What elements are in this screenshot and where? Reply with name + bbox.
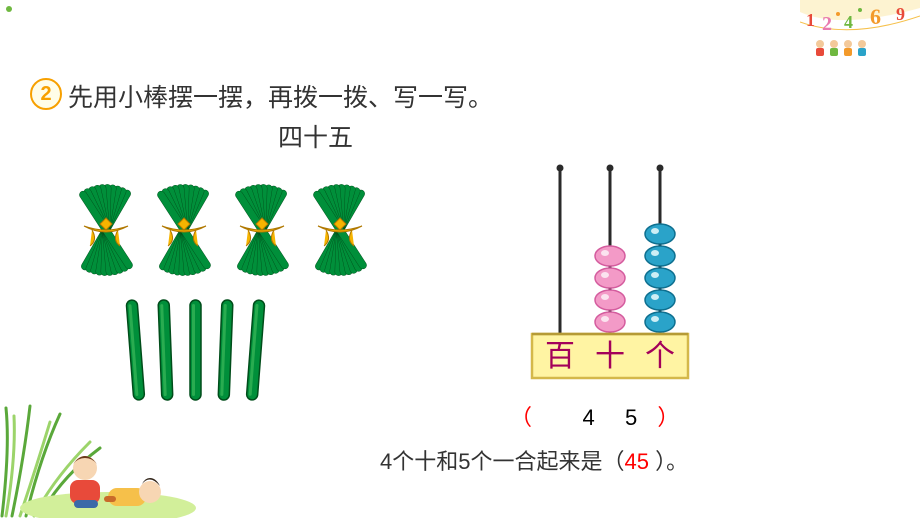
explain-phrase2: ）。 xyxy=(649,449,688,474)
explain-value: 45 xyxy=(624,449,648,474)
stick-bundles xyxy=(70,180,390,285)
svg-text:6: 6 xyxy=(870,4,881,29)
svg-text:2: 2 xyxy=(822,13,832,35)
paren-close: ） xyxy=(657,405,679,430)
answer-line: （ 4 5 ） xyxy=(510,400,679,432)
answer-tens: 4 xyxy=(582,405,600,430)
svg-text:个: 个 xyxy=(645,340,675,373)
question-number: 2 xyxy=(40,83,51,106)
explanation-line: 4个十和5个一合起来是（45 ）。 xyxy=(380,444,688,476)
number-name-chinese: 四十五 xyxy=(278,118,353,154)
kids-decoration xyxy=(0,388,200,518)
corner-decoration: 1 2 4 6 9 xyxy=(800,0,920,58)
svg-text:1: 1 xyxy=(806,10,815,30)
svg-text:9: 9 xyxy=(896,4,905,24)
question-number-badge: 2 xyxy=(30,78,62,110)
top-dot xyxy=(6,6,12,12)
explain-phrase1: 4个十和5个一合起来是（ xyxy=(380,449,624,474)
svg-text:十: 十 xyxy=(595,340,625,373)
svg-text:百: 百 xyxy=(545,340,575,373)
question-text: 先用小棒摆一摆，再拨一拨、写一写。 xyxy=(68,78,493,114)
svg-text:4: 4 xyxy=(844,12,853,32)
answer-ones: 5 xyxy=(625,405,643,430)
paren-open: （ xyxy=(510,405,532,430)
abacus: 百十个 xyxy=(510,158,710,393)
